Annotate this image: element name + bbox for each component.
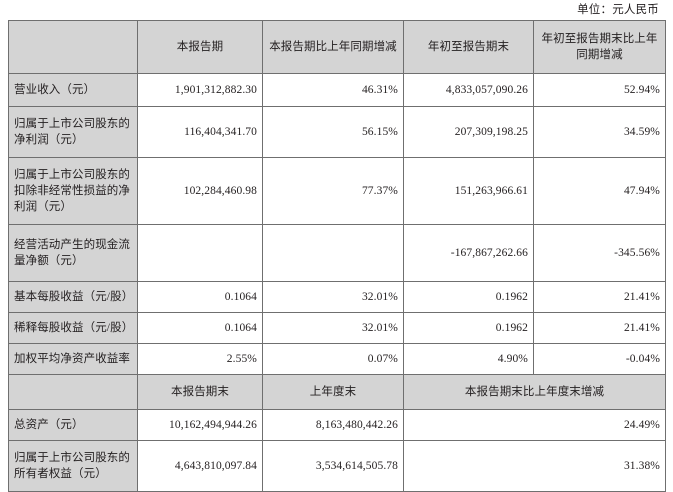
row-label: 基本每股收益（元/股） [8, 281, 138, 313]
cell-ytd-change: 21.41% [533, 281, 666, 313]
row-label: 归属于上市公司股东的净利润（元） [8, 106, 138, 158]
table-row: 加权平均净资产收益率 2.55% 0.07% 4.90% -0.04% [8, 343, 666, 375]
cell-ytd: 151,263,966.61 [403, 157, 534, 225]
table-header-row-balance: 本报告期末 上年度末 本报告期末比上年度末增减 [8, 374, 666, 410]
header-cell-blank [8, 20, 138, 74]
cell-last-year-end: 3,534,614,505.78 [262, 440, 404, 492]
cell-current-period: 102,284,460.98 [137, 157, 263, 225]
cell-ytd-change: 21.41% [533, 312, 666, 344]
cell-current-period [137, 224, 263, 282]
row-label: 营业收入（元） [8, 73, 138, 107]
table-row: 稀释每股收益（元/股） 0.1064 32.01% 0.1962 21.41% [8, 312, 666, 344]
cell-ytd: 0.1962 [403, 312, 534, 344]
cell-ytd-change: 34.59% [533, 106, 666, 158]
table-row: 归属于上市公司股东的扣除非经常性损益的净利润（元） 102,284,460.98… [8, 157, 666, 225]
cell-ytd: 4,833,057,090.26 [403, 73, 534, 107]
cell-ytd-change: -0.04% [533, 343, 666, 375]
row-label: 稀释每股收益（元/股） [8, 312, 138, 344]
cell-current-change: 0.07% [262, 343, 404, 375]
table-row: 归属于上市公司股东的所有者权益（元） 4,643,810,097.84 3,53… [8, 440, 666, 492]
row-label: 归属于上市公司股东的扣除非经常性损益的净利润（元） [8, 157, 138, 225]
cell-current-period: 0.1064 [137, 281, 263, 313]
cell-ytd: 0.1962 [403, 281, 534, 313]
row-label: 加权平均净资产收益率 [8, 343, 138, 375]
row-label: 归属于上市公司股东的所有者权益（元） [8, 440, 138, 492]
cell-current-change: 56.15% [262, 106, 404, 158]
header-cell-ytd-change: 年初至报告期末比上年同期增减 [533, 20, 666, 74]
row-label: 经营活动产生的现金流量净额（元） [8, 224, 138, 282]
table-row: 经营活动产生的现金流量净额（元） -167,867,262.66 -345.56… [8, 224, 666, 282]
cell-ytd-change: -345.56% [533, 224, 666, 282]
cell-last-year-end: 8,163,480,442.26 [262, 409, 404, 441]
table-row: 总资产（元） 10,162,494,944.26 8,163,480,442.2… [8, 409, 666, 441]
cell-ytd: 207,309,198.25 [403, 106, 534, 158]
cell-current-period: 1,901,312,882.30 [137, 73, 263, 107]
header-cell-ytd: 年初至报告期末 [403, 20, 534, 74]
financial-report-page: 单位：元人民币 本报告期 本报告期比上年同期增减 年初至报告期末 年初至报告期末… [8, 4, 666, 492]
header-cell-blank-2 [8, 374, 138, 410]
table-row: 营业收入（元） 1,901,312,882.30 46.31% 4,833,05… [8, 73, 666, 107]
cell-period-end: 4,643,810,097.84 [137, 440, 263, 492]
row-label: 总资产（元） [8, 409, 138, 441]
header-cell-current-change: 本报告期比上年同期增减 [262, 20, 404, 74]
cell-current-change: 77.37% [262, 157, 404, 225]
cell-ytd-change: 52.94% [533, 73, 666, 107]
cell-current-change: 46.31% [262, 73, 404, 107]
cell-balance-change: 24.49% [403, 409, 666, 441]
unit-note: 单位：元人民币 [577, 4, 659, 16]
header-cell-current-period: 本报告期 [137, 20, 263, 74]
table-row: 基本每股收益（元/股） 0.1064 32.01% 0.1962 21.41% [8, 281, 666, 313]
cell-current-change: 32.01% [262, 312, 404, 344]
header-cell-balance-change: 本报告期末比上年度末增减 [403, 374, 666, 410]
financial-summary-table: 本报告期 本报告期比上年同期增减 年初至报告期末 年初至报告期末比上年同期增减 … [8, 20, 666, 492]
cell-current-period: 116,404,341.70 [137, 106, 263, 158]
header-cell-last-year-end: 上年度末 [262, 374, 404, 410]
cell-period-end: 10,162,494,944.26 [137, 409, 263, 441]
table-header-row-period: 本报告期 本报告期比上年同期增减 年初至报告期末 年初至报告期末比上年同期增减 [8, 20, 666, 74]
header-cell-period-end: 本报告期末 [137, 374, 263, 410]
cell-ytd-change: 47.94% [533, 157, 666, 225]
cell-ytd: 4.90% [403, 343, 534, 375]
cell-current-change [262, 224, 404, 282]
table-row: 归属于上市公司股东的净利润（元） 116,404,341.70 56.15% 2… [8, 106, 666, 158]
cell-current-change: 32.01% [262, 281, 404, 313]
cell-ytd: -167,867,262.66 [403, 224, 534, 282]
cell-balance-change: 31.38% [403, 440, 666, 492]
cell-current-period: 2.55% [137, 343, 263, 375]
cell-current-period: 0.1064 [137, 312, 263, 344]
